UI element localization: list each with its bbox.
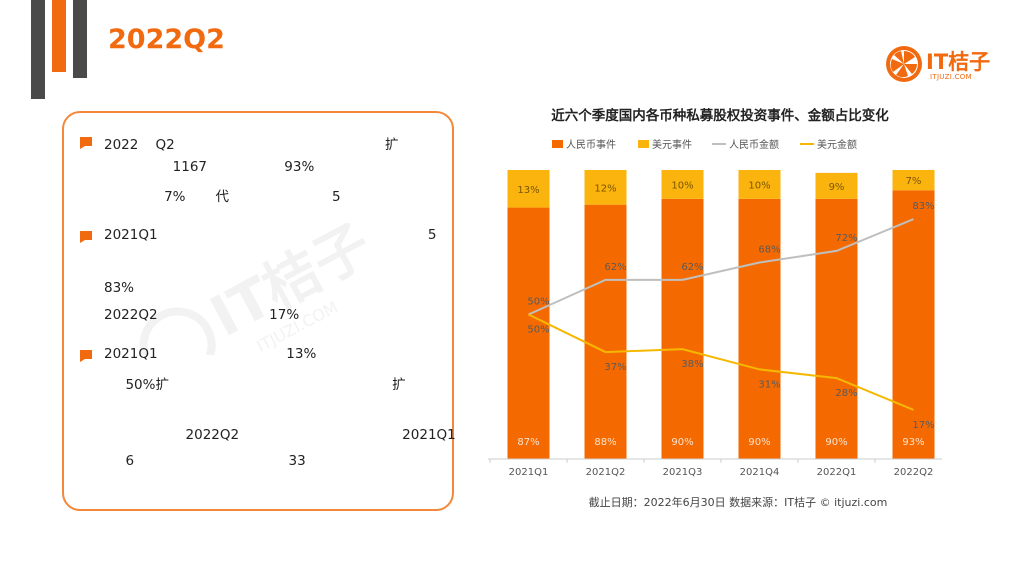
data-label-usd-events: 10%: [748, 180, 770, 191]
data-label-usd-events: 13%: [517, 185, 539, 196]
brand-logo: IT桔子 ITJUZI.COM: [884, 44, 1000, 84]
lines-group: [528, 218, 914, 411]
data-label-rmb-events: 90%: [748, 437, 770, 448]
data-label-rmb-amount: 62%: [681, 262, 703, 273]
legend-label: 人民币金额: [729, 138, 779, 151]
x-tick-label: 2021Q1: [509, 467, 549, 478]
data-label-rmb-events: 88%: [594, 437, 616, 448]
data-label-rmb-events: 90%: [671, 437, 693, 448]
data-label-usd-amount: 50%: [527, 325, 549, 336]
chart-title: 近六个季度国内各币种私募股权投资事件、金额占比变化: [551, 107, 889, 124]
data-label-usd-events: 12%: [594, 183, 616, 194]
decor-stripe-orange-1: [52, 0, 66, 72]
bar-usd-events: [507, 170, 550, 208]
stacked-bar-line-chart: 近六个季度国内各币种私募股权投资事件、金额占比变化 人民币事件 美元事件 人民币金额…: [488, 107, 942, 509]
summary-text-box: [62, 111, 454, 511]
bars-group: [507, 170, 935, 459]
legend-swatch: [638, 140, 649, 148]
data-label-rmb-amount: 50%: [527, 297, 549, 308]
data-label-rmb-events: 93%: [902, 437, 924, 448]
bar-rmb-events: [892, 190, 935, 459]
speech-bubble-icon: [80, 231, 92, 243]
bar-rmb-events: [584, 204, 627, 459]
bar-rmb-events: [738, 198, 781, 459]
bar-usd-events: [661, 170, 704, 199]
x-tick-label: 2021Q4: [740, 467, 780, 478]
x-tick-label: 2022Q1: [817, 467, 857, 478]
data-label-rmb-events: 87%: [517, 437, 539, 448]
decor-stripe-gray-1: [31, 0, 45, 99]
x-tick-label: 2022Q2: [894, 467, 934, 478]
data-label-usd-amount: 28%: [835, 388, 857, 399]
line-rmb-amount: [528, 218, 914, 316]
orange-slice-icon: [886, 46, 922, 82]
speech-bubble-icon: [80, 137, 92, 149]
note-1-line-1: 2022 Q2 扩: [104, 137, 399, 153]
data-label-usd-amount: 17%: [912, 420, 934, 431]
x-tick-label: 2021Q3: [663, 467, 703, 478]
x-axis-ticks: 2021Q1 2021Q2 2021Q3 2021Q4 2022Q1 2022Q2: [489, 459, 934, 478]
data-label-rmb-amount: 62%: [604, 262, 626, 273]
bar-rmb-events: [507, 207, 550, 459]
note-2-line-1: 2021Q1 5: [104, 227, 437, 243]
legend-label: 美元金额: [817, 138, 857, 151]
data-label-usd-events: 9%: [829, 182, 845, 193]
line-usd-amount: [528, 313, 914, 411]
note-1-line-3: 7% 代 5: [104, 189, 341, 205]
data-label-usd-amount: 38%: [681, 359, 703, 370]
speech-bubble-icon: [80, 350, 92, 362]
data-label-rmb-amount: 72%: [835, 233, 857, 244]
data-label-rmb-events: 90%: [825, 437, 847, 448]
decor-stripe-gray-2: [73, 0, 87, 78]
data-label-rmb-amount: 68%: [758, 244, 780, 255]
legend-label: 美元事件: [652, 138, 692, 151]
chart-legend: 人民币事件 美元事件 人民币金额 美元金额: [552, 138, 857, 151]
note-1-line-2: 1167 93%: [104, 159, 315, 175]
bar-rmb-events: [661, 198, 704, 459]
note-3-line-1: 2021Q1 13%: [104, 346, 317, 362]
bar-usd-events: [584, 170, 627, 205]
bar-usd-events: [815, 172, 858, 199]
chart-footer: 截止日期：2022年6月30日 数据来源：IT桔子 © itjuzi.com: [589, 495, 888, 509]
note-3-line-2: 50%扩 扩: [104, 377, 406, 393]
note-2-line-3: 83%: [104, 280, 135, 296]
note-3-line-4: 2022Q2 2021Q1: [104, 427, 456, 443]
brand-url: ITJUZI.COM: [930, 73, 972, 81]
x-tick-label: 2021Q2: [586, 467, 626, 478]
labels-group: 87% 13% 88% 12% 90% 10% 90% 10% 90% 9% 93% 7% 50% 62%…: [517, 176, 934, 448]
legend-swatch: [552, 140, 563, 148]
legend-label: 人民币事件: [566, 138, 616, 151]
bar-usd-events: [892, 170, 935, 191]
data-label-rmb-amount: 83%: [912, 201, 934, 212]
data-label-usd-events: 7%: [906, 176, 922, 187]
bar-rmb-events: [815, 198, 858, 459]
page-title: 2022Q2: [108, 24, 225, 55]
note-3-line-5: 6 33: [104, 453, 306, 469]
data-label-usd-amount: 37%: [604, 362, 626, 373]
bar-usd-events: [738, 170, 781, 199]
brand-name: IT桔子: [926, 50, 991, 74]
data-label-usd-amount: 31%: [758, 379, 780, 390]
note-2-line-4: 2022Q2 17%: [104, 307, 300, 323]
data-label-usd-events: 10%: [671, 180, 693, 191]
